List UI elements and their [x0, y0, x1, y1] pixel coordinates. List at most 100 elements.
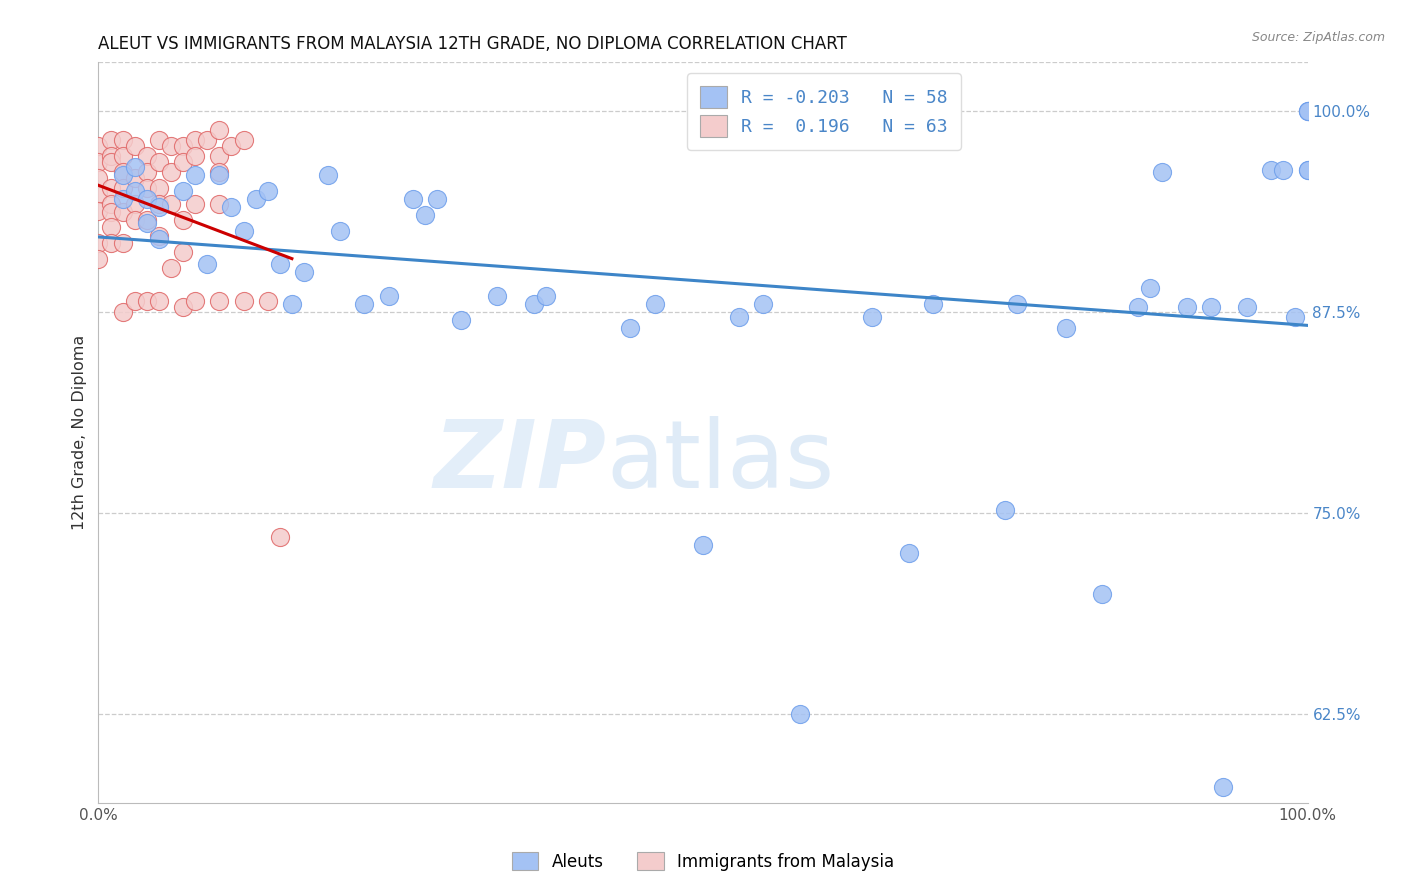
Point — [994, 503, 1017, 517]
Point — [124, 139, 146, 153]
Point — [523, 297, 546, 311]
Point — [1296, 103, 1319, 118]
Point — [160, 261, 183, 276]
Point — [148, 133, 170, 147]
Point — [1296, 163, 1319, 178]
Y-axis label: 12th Grade, No Diploma: 12th Grade, No Diploma — [72, 335, 87, 530]
Point — [111, 305, 134, 319]
Point — [100, 155, 122, 169]
Point — [111, 205, 134, 219]
Point — [208, 149, 231, 163]
Point — [184, 197, 207, 211]
Point — [245, 192, 267, 206]
Point — [316, 168, 339, 182]
Point — [232, 133, 254, 147]
Point — [256, 293, 278, 308]
Point — [148, 293, 170, 308]
Point — [1212, 780, 1234, 794]
Point — [208, 197, 231, 211]
Point — [160, 165, 183, 179]
Point — [87, 155, 110, 169]
Point — [195, 133, 218, 147]
Point — [208, 168, 231, 182]
Point — [377, 289, 399, 303]
Point — [789, 707, 811, 722]
Point — [1260, 163, 1282, 178]
Point — [1296, 163, 1319, 178]
Point — [135, 149, 157, 163]
Point — [256, 184, 278, 198]
Point — [135, 181, 157, 195]
Point — [87, 139, 110, 153]
Point — [87, 235, 110, 250]
Text: atlas: atlas — [606, 417, 835, 508]
Point — [269, 530, 291, 544]
Point — [1272, 163, 1295, 178]
Text: ZIP: ZIP — [433, 417, 606, 508]
Point — [426, 192, 449, 206]
Legend: Aleuts, Immigrants from Malaysia: Aleuts, Immigrants from Malaysia — [503, 844, 903, 880]
Text: ALEUT VS IMMIGRANTS FROM MALAYSIA 12TH GRADE, NO DIPLOMA CORRELATION CHART: ALEUT VS IMMIGRANTS FROM MALAYSIA 12TH G… — [98, 35, 848, 53]
Point — [208, 293, 231, 308]
Point — [1175, 300, 1198, 314]
Point — [100, 181, 122, 195]
Point — [1296, 103, 1319, 118]
Point — [1128, 300, 1150, 314]
Point — [172, 139, 194, 153]
Point — [1054, 321, 1077, 335]
Point — [353, 297, 375, 311]
Point — [148, 200, 170, 214]
Point — [111, 235, 134, 250]
Point — [172, 245, 194, 260]
Point — [1199, 300, 1222, 314]
Point — [148, 197, 170, 211]
Point — [148, 232, 170, 246]
Point — [1091, 586, 1114, 600]
Point — [111, 192, 134, 206]
Point — [1007, 297, 1029, 311]
Point — [1296, 103, 1319, 118]
Point — [208, 123, 231, 137]
Point — [1284, 310, 1306, 324]
Point — [100, 133, 122, 147]
Point — [160, 197, 183, 211]
Point — [195, 257, 218, 271]
Text: Source: ZipAtlas.com: Source: ZipAtlas.com — [1251, 31, 1385, 45]
Point — [172, 155, 194, 169]
Point — [87, 171, 110, 186]
Point — [184, 133, 207, 147]
Point — [221, 139, 243, 153]
Point — [124, 197, 146, 211]
Point — [124, 160, 146, 174]
Point — [100, 197, 122, 211]
Point — [100, 149, 122, 163]
Point — [111, 149, 134, 163]
Point — [728, 310, 751, 324]
Point — [148, 181, 170, 195]
Point — [281, 297, 304, 311]
Point — [1152, 165, 1174, 179]
Point — [232, 224, 254, 238]
Point — [208, 165, 231, 179]
Point — [124, 213, 146, 227]
Point — [100, 235, 122, 250]
Point — [269, 257, 291, 271]
Point — [172, 300, 194, 314]
Point — [221, 200, 243, 214]
Point — [292, 265, 315, 279]
Point — [752, 297, 775, 311]
Point — [486, 289, 509, 303]
Point — [329, 224, 352, 238]
Legend: R = -0.203   N = 58, R =  0.196   N = 63: R = -0.203 N = 58, R = 0.196 N = 63 — [688, 73, 960, 150]
Point — [87, 187, 110, 202]
Point — [111, 133, 134, 147]
Point — [135, 165, 157, 179]
Point — [135, 213, 157, 227]
Point — [172, 184, 194, 198]
Point — [148, 229, 170, 244]
Point — [111, 168, 134, 182]
Point — [450, 313, 472, 327]
Point — [124, 293, 146, 308]
Point — [100, 219, 122, 234]
Point — [184, 293, 207, 308]
